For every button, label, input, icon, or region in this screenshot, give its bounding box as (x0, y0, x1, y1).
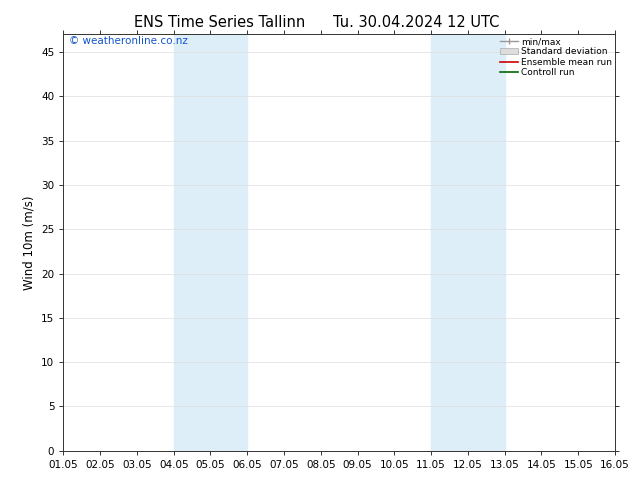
Bar (174, 34, 247, 451)
Y-axis label: Wind 10m (m/s): Wind 10m (m/s) (23, 196, 36, 290)
Legend: min/max, Standard deviation, Ensemble mean run, Controll run: min/max, Standard deviation, Ensemble me… (498, 35, 614, 79)
Bar (431, 34, 505, 451)
Text: © weatheronline.co.nz: © weatheronline.co.nz (69, 36, 188, 47)
Text: ENS Time Series Tallinn      Tu. 30.04.2024 12 UTC: ENS Time Series Tallinn Tu. 30.04.2024 1… (134, 15, 500, 30)
